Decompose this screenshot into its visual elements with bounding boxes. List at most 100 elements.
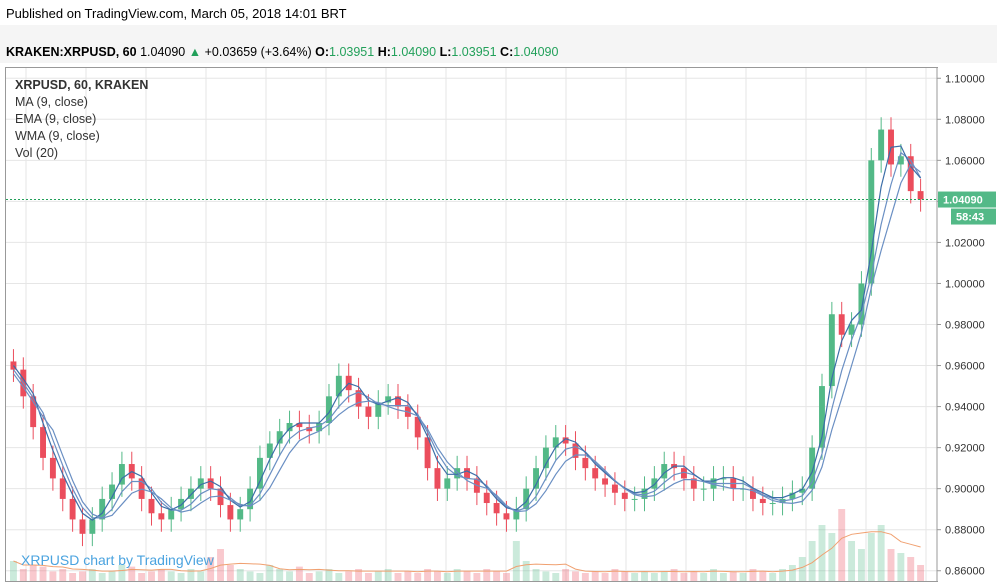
- candle-body: [789, 492, 796, 499]
- candle-body: [651, 478, 658, 489]
- candle-body: [266, 443, 273, 458]
- volume-bar: [39, 566, 47, 581]
- candle-body: [365, 406, 372, 417]
- legend-vol[interactable]: Vol (20): [15, 146, 59, 160]
- chart-frame[interactable]: [5, 67, 938, 582]
- volume-bar: [650, 573, 658, 581]
- candle-body: [385, 396, 392, 403]
- volume-bar: [739, 573, 747, 581]
- candle-body: [878, 129, 885, 161]
- volume-bar: [10, 561, 17, 581]
- indicator-legend: XRPUSD, 60, KRAKEN MA (9, close) EMA (9,…: [15, 77, 148, 162]
- volume-bar: [49, 571, 57, 581]
- candle-body: [247, 488, 254, 510]
- volume-bar: [305, 573, 313, 581]
- volume-bar: [749, 569, 757, 581]
- volume-bar: [473, 573, 481, 581]
- y-tick-label: 0.94000: [945, 402, 985, 414]
- candle-body: [59, 478, 66, 499]
- candle-body: [335, 375, 342, 397]
- candle-body: [89, 519, 96, 534]
- quote-line: KRAKEN:XRPUSD, 60 1.04090 ▲ +0.03659 (+3…: [6, 45, 558, 59]
- legend-symbol: XRPUSD, 60, KRAKEN: [15, 78, 149, 92]
- volume-bar: [848, 541, 856, 581]
- candle-body: [838, 314, 845, 335]
- volume-bar: [690, 571, 698, 581]
- candle-body: [621, 492, 628, 499]
- candle-body: [641, 488, 648, 499]
- candle-body: [917, 191, 924, 200]
- y-tick-label: 0.86000: [945, 566, 985, 578]
- candle-body: [907, 156, 914, 192]
- candle-body: [207, 478, 214, 489]
- volume-bar: [779, 569, 786, 581]
- volume-bar: [572, 571, 579, 581]
- candle-body: [611, 484, 618, 493]
- candle-body: [799, 488, 806, 493]
- candle-body: [326, 396, 332, 423]
- volume-bar: [581, 573, 589, 581]
- y-tick-label: 1.00000: [945, 278, 985, 290]
- candle-body: [276, 431, 283, 444]
- candle-body: [868, 160, 875, 284]
- volume-bar: [641, 571, 648, 581]
- candle-body: [769, 503, 776, 505]
- volume-bar: [493, 571, 501, 581]
- volume-bar: [867, 533, 875, 581]
- volume-bar: [552, 573, 560, 581]
- volume-bar: [463, 571, 471, 581]
- candle-body: [809, 447, 816, 489]
- volume-bar: [710, 569, 717, 581]
- volume-bar: [483, 569, 491, 581]
- volume-bar: [897, 553, 905, 581]
- open-value: 1.03951: [329, 45, 375, 59]
- volume-bar: [128, 566, 136, 581]
- candle-body: [542, 447, 549, 469]
- candle-body: [592, 468, 599, 479]
- y-tick-label: 1.06000: [945, 155, 985, 167]
- candle-body: [414, 416, 421, 438]
- candle-body: [503, 513, 510, 520]
- candle-body: [79, 519, 86, 534]
- volume-bar: [404, 571, 412, 581]
- volume-bar: [226, 565, 234, 581]
- published-note: Published on TradingView.com, March 05, …: [6, 6, 347, 21]
- last-price: 1.04090: [140, 45, 186, 59]
- volume-bar: [414, 573, 422, 581]
- candle-body: [582, 457, 589, 469]
- quote-bar: KRAKEN:XRPUSD, 60 1.04090 ▲ +0.03659 (+3…: [0, 25, 997, 63]
- candle-body: [148, 498, 155, 514]
- volume-bar: [88, 569, 96, 581]
- volume-bar: [512, 541, 520, 581]
- volume-bar: [59, 569, 67, 581]
- volume-bar: [424, 569, 432, 581]
- volume-bar: [335, 573, 343, 581]
- volume-bar: [443, 573, 451, 581]
- candle-body: [40, 427, 46, 458]
- y-tick-label: 1.10000: [945, 73, 985, 85]
- volume-bar: [838, 509, 846, 581]
- candle-body: [118, 464, 125, 485]
- volume-bar: [621, 571, 629, 581]
- candle-body: [759, 498, 766, 504]
- volume-bar: [700, 573, 708, 581]
- volume-bar: [542, 571, 550, 581]
- volume-bar: [374, 571, 382, 581]
- candle-body: [523, 488, 530, 510]
- volume-bar: [433, 571, 441, 581]
- volume-bar: [167, 571, 175, 581]
- legend-ma[interactable]: MA (9, close): [15, 95, 88, 109]
- volume-bar: [611, 569, 619, 581]
- legend-wma[interactable]: WMA (9, close): [15, 129, 100, 143]
- candle-body: [493, 503, 500, 514]
- volume-bar: [364, 573, 372, 581]
- legend-ema[interactable]: EMA (9, close): [15, 112, 97, 126]
- volume-bar: [69, 573, 77, 581]
- volume-bar: [394, 573, 402, 581]
- candle-body: [602, 478, 609, 485]
- volume-bar: [877, 525, 885, 581]
- volume-bar: [907, 557, 915, 581]
- candle-body: [306, 427, 313, 432]
- ema-line: [13, 145, 922, 521]
